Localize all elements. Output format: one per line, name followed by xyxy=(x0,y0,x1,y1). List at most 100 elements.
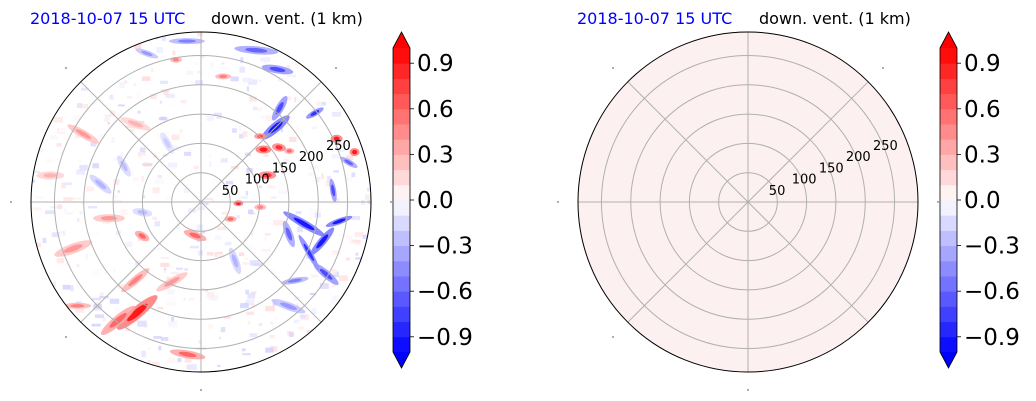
field-speckle xyxy=(86,98,97,101)
field-speckle xyxy=(94,231,100,236)
field-speckle xyxy=(118,290,124,296)
field-speckle xyxy=(327,175,332,182)
field-speckle xyxy=(62,284,71,290)
field-speckle xyxy=(154,247,162,251)
field-speckle xyxy=(352,239,361,243)
field-speckle xyxy=(289,332,294,338)
field-speckle xyxy=(197,250,204,256)
field-speckle xyxy=(197,32,204,37)
field-speckle xyxy=(162,131,170,137)
positive-core xyxy=(127,303,148,322)
field-speckle xyxy=(163,90,169,95)
field-speckle xyxy=(188,297,195,301)
field-speckle xyxy=(268,179,276,186)
radial-tick-label: 100 xyxy=(245,173,270,188)
field-speckle xyxy=(193,62,198,66)
field-speckle xyxy=(146,326,156,332)
right-polar-panel: 2018-10-07 15 UTC down. vent. (1 km) 50 1… xyxy=(557,9,939,391)
colorbar-level xyxy=(940,124,957,140)
field-speckle xyxy=(56,204,63,210)
positive-core xyxy=(70,304,85,308)
colorbar-extend-bottom xyxy=(393,352,410,368)
field-speckle xyxy=(208,154,212,159)
colorbar-level xyxy=(393,139,410,155)
field-speckle xyxy=(78,159,82,163)
field-speckle xyxy=(91,297,101,301)
field-speckle xyxy=(102,317,107,322)
field-speckle xyxy=(137,320,147,327)
field-speckle xyxy=(79,164,88,171)
field-speckle xyxy=(264,237,268,242)
angular-gridline xyxy=(627,81,749,203)
field-speckle xyxy=(336,149,345,152)
field-speckle xyxy=(53,281,56,287)
field-speckle xyxy=(65,212,73,215)
field-speckle xyxy=(165,195,172,200)
field-speckle xyxy=(172,50,176,56)
field-speckle xyxy=(242,77,252,83)
field-speckle xyxy=(246,86,250,92)
field-speckle xyxy=(34,196,44,199)
field-speckle xyxy=(61,182,66,189)
field-speckle xyxy=(157,306,164,310)
field-speckle xyxy=(263,154,269,157)
negative-core xyxy=(319,268,333,280)
positive-core xyxy=(333,136,340,141)
field-speckle xyxy=(77,217,80,222)
field-speckle xyxy=(168,320,178,326)
field-speckle xyxy=(113,179,120,185)
colorbar-outline xyxy=(392,31,411,369)
field-speckle xyxy=(167,357,176,363)
field-speckle xyxy=(211,180,218,184)
field-speckle xyxy=(118,284,126,289)
angular-gridline xyxy=(200,81,322,203)
field-speckle xyxy=(155,339,158,342)
field-speckle xyxy=(171,134,180,141)
field-speckle xyxy=(193,165,200,170)
field-speckle xyxy=(45,158,53,163)
colorbar-tick-label: 0.3 xyxy=(417,142,454,168)
field-speckle xyxy=(251,232,254,236)
field-speckle xyxy=(91,270,101,277)
field-speckle xyxy=(198,340,202,344)
field-speckle xyxy=(189,245,200,249)
colorbar-tick-label: 0.0 xyxy=(964,188,1001,214)
positive-core xyxy=(262,173,272,178)
field-speckle xyxy=(232,178,236,182)
positive-core xyxy=(219,74,228,79)
colorbar-level xyxy=(393,230,410,247)
field-speckle xyxy=(70,285,74,292)
angular-gridline xyxy=(627,201,749,323)
field-speckle xyxy=(76,263,80,268)
field-speckle xyxy=(93,304,102,310)
field-speckle xyxy=(98,133,105,139)
left-polar-panel: 2018-10-07 15 UTC down. vent. (1 km) 50 1… xyxy=(10,9,392,391)
negative-core xyxy=(303,243,315,261)
field-speckle xyxy=(210,62,213,68)
field-speckle xyxy=(332,295,340,299)
colorbar-level xyxy=(393,215,410,231)
field-speckle xyxy=(206,291,215,298)
field-speckle xyxy=(297,326,305,330)
negative-core xyxy=(332,218,346,225)
field-speckle xyxy=(158,345,162,351)
field-speckle xyxy=(247,292,256,299)
colorbar-tick-label: −0.9 xyxy=(964,325,1020,351)
colorbar-level xyxy=(940,291,957,307)
field-speckle xyxy=(312,178,316,182)
field-speckle xyxy=(109,298,120,304)
positive-core xyxy=(100,216,117,221)
colorbar-level xyxy=(393,108,410,125)
field-speckle xyxy=(44,210,55,215)
positive-core xyxy=(172,58,179,62)
field-speckle xyxy=(91,323,101,327)
colorbar-tick-label: −0.3 xyxy=(417,234,473,260)
field-speckle xyxy=(332,271,340,278)
field-speckle xyxy=(170,271,180,275)
colorbar-level xyxy=(393,124,410,140)
field-speckle xyxy=(175,267,183,270)
field-speckle xyxy=(165,93,175,98)
field-speckle xyxy=(124,80,128,84)
field-speckle xyxy=(126,96,133,99)
polar-frame xyxy=(30,31,372,373)
